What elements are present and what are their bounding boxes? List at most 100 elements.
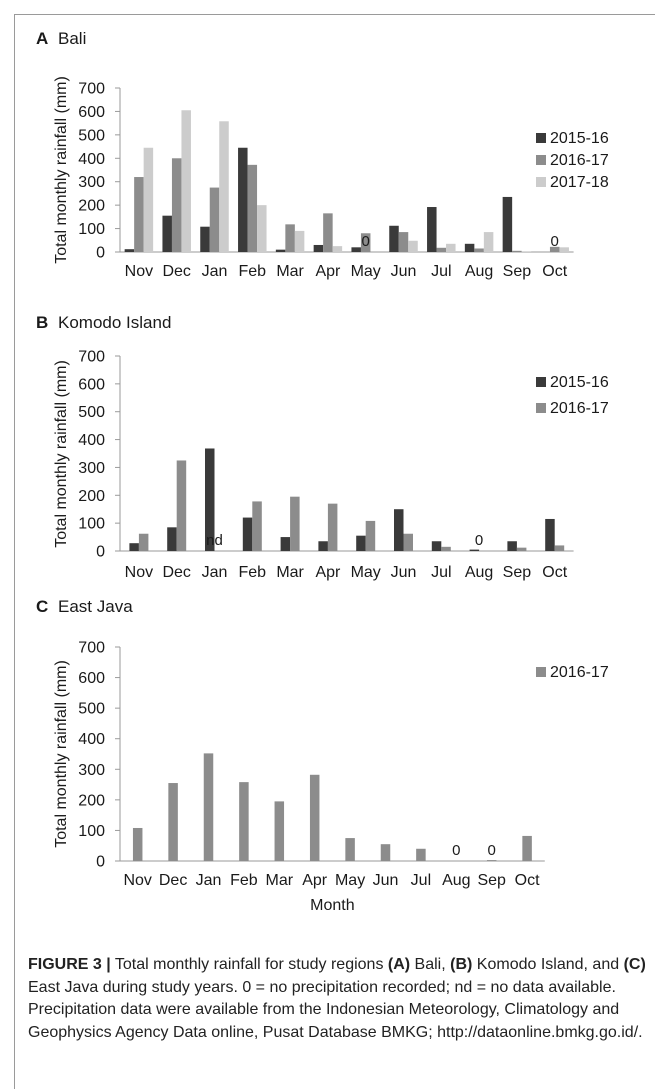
panel-a-bar-2016-17-Sep <box>512 250 522 252</box>
panel-b-bar-2016-17-Jul <box>441 546 451 551</box>
panel-a-x-tick-label: Jun <box>391 263 417 280</box>
panel-c-bar-2016-17-Nov <box>132 827 143 861</box>
panel-a-x-tick-label: Apr <box>315 263 341 280</box>
panel-b-bar-2015-16-Jul <box>431 541 442 551</box>
panel-a-bar-2015-16-Jan <box>200 226 210 252</box>
panel-a-title: Bali <box>58 29 86 48</box>
panel-c-x-tick-label: Apr <box>302 872 328 889</box>
caption-text-1: Total monthly rainfall for study regions <box>110 956 388 973</box>
panel-a-bar-2017-18-Apr <box>332 246 343 252</box>
caption-text-4: East Java during study years. 0 = no pre… <box>28 978 643 1041</box>
panel-a-bar-2017-18-Nov <box>143 147 154 252</box>
panel-a-legend-label: 2015-16 <box>550 130 609 147</box>
panel-a-bar-2015-16-Jul <box>427 207 437 252</box>
panel-a-legend-swatch-2015-16 <box>536 133 546 143</box>
panel-a-bar-2016-17-Oct <box>549 246 560 252</box>
panel-a-y-tick-label: 100 <box>78 221 105 238</box>
panel-a-bar-2016-17-May <box>360 233 371 252</box>
panel-a-bar-2016-17-Jul <box>436 247 447 252</box>
panel-b-bar-2016-17-Feb <box>252 501 262 551</box>
panel-b-x-tick-label: Oct <box>542 564 567 581</box>
panel-b-bar-2015-16-Nov <box>129 543 139 551</box>
panel-c-letter: C <box>36 597 48 616</box>
panel-b-x-tick-label: Dec <box>162 564 190 581</box>
panel-c-x-tick-label: Dec <box>159 872 187 889</box>
panel-a-bar-2016-17-Apr <box>323 213 333 252</box>
panel-b-bar-2016-17-Apr <box>327 503 338 551</box>
panel-a-y-axis-label: Total monthly rainfall (mm) <box>53 76 70 264</box>
panel-b-bar-2015-16-Jun <box>394 509 404 551</box>
panel-b-y-tick-label: 100 <box>78 516 105 533</box>
panel-b-bar-2015-16-Dec <box>167 527 177 551</box>
panel-b-bar-2016-17-Nov <box>138 533 149 551</box>
panel-a-bar-2017-18-Jan <box>219 121 229 252</box>
panel-b-x-tick-label: Mar <box>276 564 304 581</box>
panel-c-bar-2016-17-Dec <box>168 783 178 861</box>
panel-a-bar-2017-18-Oct <box>559 247 569 252</box>
figure-frame <box>14 14 655 1089</box>
panel-a-annotation: 0 <box>362 233 370 250</box>
panel-b-x-tick-label: Feb <box>239 564 267 581</box>
panel-c-y-tick-label: 700 <box>78 640 105 657</box>
panel-a-legend-label: 2017-18 <box>550 174 609 191</box>
panel-a-bar-2016-17-Nov <box>134 177 144 252</box>
panel-b-bar-2015-16-Mar <box>280 537 291 551</box>
panel-a-y-tick-label: 400 <box>78 151 105 168</box>
panel-c-x-tick-label: Jan <box>196 872 222 889</box>
panel-a-legend-swatch-2017-18 <box>536 177 546 187</box>
panel-a-bar-2015-16-May <box>351 247 361 252</box>
panel-c-bar-2016-17-Oct <box>522 835 532 861</box>
caption-ref-b: (B) <box>450 956 473 973</box>
panel-c-y-tick-label: 0 <box>96 854 105 871</box>
panel-c-x-tick-label: Feb <box>230 872 258 889</box>
panel-c-annotation: 0 <box>452 842 460 859</box>
panel-a-y-tick-label: 700 <box>78 81 105 98</box>
panel-a-bar-2015-16-Aug <box>464 243 475 252</box>
panel-c-bar-2016-17-Jan <box>203 753 214 861</box>
caption-ref-c: (C) <box>623 956 646 973</box>
panel-a-bar-2016-17-Aug <box>474 248 484 252</box>
panel-c-y-tick-label: 500 <box>78 701 105 718</box>
panel-a-bar-2016-17-Mar <box>285 224 295 252</box>
panel-b-bar-2015-16-Oct <box>545 518 555 551</box>
panel-c-x-tick-label: Jun <box>373 872 399 889</box>
panel-b-y-tick-label: 400 <box>78 432 105 449</box>
panel-c-title: East Java <box>58 597 133 616</box>
panel-b-bar-2015-16-Jan <box>205 448 215 551</box>
panel-b-title: Komodo Island <box>58 313 171 332</box>
panel-c-x-tick-label: Mar <box>266 872 294 889</box>
caption-label: FIGURE 3 | <box>28 956 111 973</box>
panel-c-bar-2016-17-Mar <box>274 801 285 861</box>
panel-a-bar-2017-18-Jul <box>446 243 456 252</box>
panel-a-x-tick-label: Feb <box>239 263 267 280</box>
panel-b-bar-2015-16-Sep <box>507 541 517 551</box>
panel-a-bar-2016-17-Jun <box>398 232 409 252</box>
panel-b-x-tick-label: Nov <box>125 564 153 581</box>
panel-b-bar-2015-16-May <box>356 535 366 551</box>
panel-a-bar-2017-18-Dec <box>181 110 191 252</box>
panel-c-y-tick-label: 200 <box>78 792 105 809</box>
panel-b-bar-2016-17-Mar <box>290 496 300 551</box>
panel-a-bar-2017-18-Feb <box>257 205 267 252</box>
panel-b-legend-swatch-2015-16 <box>536 377 546 387</box>
panel-a-bar-2015-16-Feb <box>238 147 248 252</box>
caption-text-2: Bali, <box>410 956 451 973</box>
panel-a-x-tick-label: Nov <box>125 263 153 280</box>
panel-c-x-tick-label: May <box>335 872 365 889</box>
panel-b-bar-2015-16-Apr <box>318 541 328 551</box>
panel-a-bar-2017-18-Aug <box>483 232 494 252</box>
panel-a-bar-2016-17-Feb <box>247 164 258 252</box>
panel-a-bar-2015-16-Nov <box>124 249 135 252</box>
panel-b-y-tick-label: 500 <box>78 404 105 421</box>
panel-a-x-tick-label: Jul <box>431 263 451 280</box>
panel-a-bar-2017-18-Sep <box>521 251 532 252</box>
panel-b-bar-2015-16-Feb <box>242 517 253 551</box>
panel-b-x-tick-label: Aug <box>465 564 493 581</box>
panel-b-y-tick-label: 700 <box>78 349 105 366</box>
panel-a-bar-2015-16-Jun <box>389 225 399 252</box>
panel-b-x-tick-label: May <box>351 564 381 581</box>
panel-c-x-tick-label: Sep <box>477 872 506 889</box>
panel-a-x-tick-label: Sep <box>503 263 532 280</box>
panel-b-legend-label: 2016-17 <box>550 400 609 417</box>
panel-b-bar-2016-17-Dec <box>176 460 187 551</box>
